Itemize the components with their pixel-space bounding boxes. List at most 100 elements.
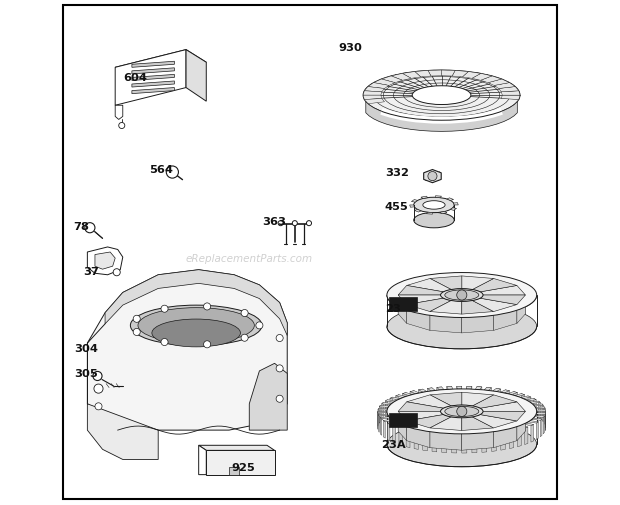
- Polygon shape: [410, 391, 419, 394]
- Polygon shape: [517, 402, 526, 431]
- Polygon shape: [541, 419, 542, 437]
- Polygon shape: [538, 401, 541, 419]
- Polygon shape: [407, 279, 430, 305]
- Polygon shape: [518, 425, 528, 428]
- Polygon shape: [398, 295, 443, 305]
- Polygon shape: [414, 432, 418, 449]
- Polygon shape: [363, 91, 382, 96]
- Polygon shape: [392, 426, 396, 443]
- Polygon shape: [472, 415, 517, 428]
- Polygon shape: [432, 435, 437, 452]
- Polygon shape: [532, 418, 542, 421]
- Polygon shape: [385, 400, 396, 402]
- Polygon shape: [423, 434, 427, 451]
- Polygon shape: [462, 428, 494, 450]
- Polygon shape: [388, 422, 397, 425]
- Circle shape: [133, 329, 140, 336]
- Polygon shape: [381, 402, 392, 405]
- Polygon shape: [398, 412, 407, 441]
- Polygon shape: [480, 286, 526, 295]
- Polygon shape: [115, 50, 206, 83]
- Polygon shape: [534, 398, 536, 416]
- Ellipse shape: [363, 71, 520, 121]
- Polygon shape: [406, 428, 415, 431]
- Polygon shape: [496, 389, 501, 406]
- Polygon shape: [186, 50, 206, 102]
- Polygon shape: [462, 392, 494, 406]
- Polygon shape: [544, 407, 545, 425]
- Polygon shape: [366, 103, 517, 132]
- Polygon shape: [533, 404, 543, 406]
- Polygon shape: [115, 50, 186, 106]
- Polygon shape: [381, 77, 402, 83]
- Polygon shape: [390, 397, 392, 415]
- Text: 925: 925: [231, 462, 255, 472]
- Circle shape: [428, 172, 437, 181]
- Circle shape: [292, 221, 298, 226]
- FancyBboxPatch shape: [389, 297, 417, 312]
- Circle shape: [203, 304, 211, 311]
- Polygon shape: [132, 69, 174, 75]
- Polygon shape: [494, 83, 515, 89]
- Polygon shape: [480, 402, 526, 412]
- Polygon shape: [494, 395, 517, 422]
- Polygon shape: [447, 198, 454, 201]
- Polygon shape: [430, 392, 462, 415]
- Polygon shape: [462, 437, 467, 453]
- Polygon shape: [398, 402, 443, 412]
- Polygon shape: [500, 390, 510, 393]
- Ellipse shape: [387, 422, 537, 467]
- Polygon shape: [476, 387, 482, 390]
- Polygon shape: [378, 414, 388, 416]
- Polygon shape: [414, 210, 421, 213]
- Polygon shape: [430, 392, 462, 406]
- Polygon shape: [462, 417, 494, 431]
- Polygon shape: [388, 423, 390, 441]
- Polygon shape: [525, 427, 528, 445]
- Polygon shape: [489, 432, 496, 435]
- Polygon shape: [452, 434, 458, 437]
- Polygon shape: [428, 71, 441, 77]
- Polygon shape: [430, 301, 462, 315]
- Polygon shape: [437, 387, 444, 390]
- Polygon shape: [437, 387, 441, 404]
- Circle shape: [94, 384, 103, 393]
- Polygon shape: [472, 279, 517, 292]
- Polygon shape: [441, 436, 446, 452]
- Polygon shape: [398, 286, 443, 295]
- Polygon shape: [492, 434, 496, 451]
- Polygon shape: [115, 106, 123, 120]
- Polygon shape: [480, 295, 526, 305]
- Polygon shape: [534, 416, 544, 418]
- Polygon shape: [536, 413, 546, 415]
- Circle shape: [133, 316, 140, 323]
- Polygon shape: [492, 389, 501, 392]
- Circle shape: [93, 372, 102, 381]
- Circle shape: [256, 322, 263, 329]
- Polygon shape: [472, 74, 492, 81]
- Circle shape: [119, 123, 125, 129]
- Polygon shape: [407, 415, 451, 428]
- Polygon shape: [517, 286, 526, 314]
- Polygon shape: [505, 390, 510, 408]
- Ellipse shape: [138, 308, 254, 343]
- Polygon shape: [379, 406, 389, 408]
- Circle shape: [95, 403, 102, 410]
- Polygon shape: [407, 305, 430, 331]
- Circle shape: [203, 341, 211, 348]
- Polygon shape: [536, 410, 546, 412]
- Polygon shape: [512, 427, 521, 430]
- Polygon shape: [427, 388, 432, 405]
- Circle shape: [113, 269, 120, 276]
- Polygon shape: [407, 279, 451, 292]
- Polygon shape: [446, 387, 453, 389]
- Text: 78: 78: [73, 221, 89, 231]
- Polygon shape: [398, 295, 407, 324]
- Polygon shape: [457, 386, 462, 389]
- Polygon shape: [480, 433, 487, 436]
- Polygon shape: [531, 425, 534, 442]
- Polygon shape: [517, 412, 526, 441]
- Circle shape: [241, 334, 248, 341]
- Polygon shape: [430, 312, 462, 333]
- Text: 363: 363: [263, 216, 286, 226]
